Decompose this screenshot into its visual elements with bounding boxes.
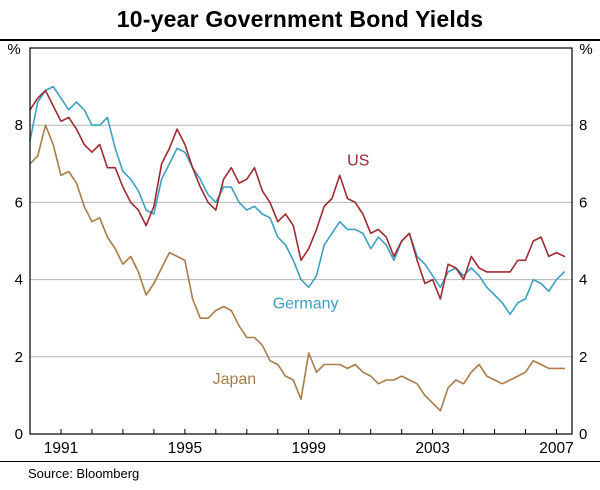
y-tick-label-left-8: 8 [15, 117, 23, 134]
plot-frame [29, 47, 573, 435]
series-label-germany: Germany [273, 296, 339, 313]
y-tick-label-left-6: 6 [15, 194, 23, 211]
series-line-japan [29, 124, 566, 412]
y-tick-label-left-0: 0 [15, 426, 23, 443]
source-note: Source: Bloomberg [28, 466, 140, 481]
y-axis-unit-right: % [579, 41, 593, 58]
footer-divider [0, 461, 600, 462]
y-tick-label-right-4: 4 [579, 272, 587, 289]
y-axis-unit-left: % [7, 41, 21, 58]
x-tick-label-1995: 1995 [168, 440, 202, 457]
y-tick-label-left-4: 4 [15, 272, 23, 289]
series-line-germany [29, 85, 566, 316]
y-tick-label-right-8: 8 [579, 117, 587, 134]
chart-title: 10-year Government Bond Yields [116, 6, 484, 32]
series-label-japan: Japan [213, 371, 257, 388]
title-divider [0, 39, 600, 41]
y-tick-label-right-0: 0 [579, 426, 587, 443]
x-tick-label-1999: 1999 [291, 440, 325, 457]
y-tick-label-right-2: 2 [579, 349, 587, 366]
y-tick-label-left-2: 2 [15, 349, 23, 366]
series-line-us [29, 89, 566, 300]
y-tick-label-right-6: 6 [579, 194, 587, 211]
x-tick-label-2007: 2007 [539, 440, 573, 457]
series-label-us: US [347, 153, 369, 170]
x-tick-label-1991: 1991 [44, 440, 78, 457]
x-tick-label-2003: 2003 [415, 440, 449, 457]
